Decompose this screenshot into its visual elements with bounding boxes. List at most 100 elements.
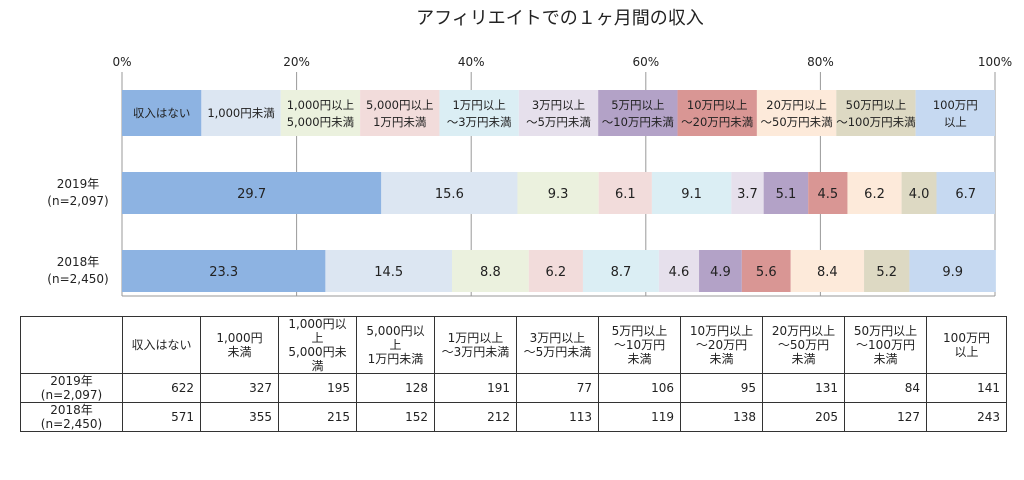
series-label: 2018年(n=2,450)	[47, 255, 108, 286]
legend-swatch	[439, 90, 519, 136]
table-cell: 205	[762, 402, 845, 432]
x-tick-label: 100%	[978, 55, 1012, 69]
table-cell: 106	[598, 373, 681, 403]
x-tick-label: 20%	[283, 55, 310, 69]
bar-segment	[122, 172, 382, 214]
legend-swatch	[280, 90, 361, 136]
table-row: 2019年 (n=2,097) 622 327 195 128 191 77 1…	[20, 373, 1007, 403]
data-label: 5.6	[756, 265, 777, 280]
x-tick-label: 40%	[458, 55, 485, 69]
data-label: 9.1	[681, 187, 702, 202]
x-tick-label: 60%	[632, 55, 659, 69]
bar-segment	[517, 172, 599, 214]
data-label: 5.1	[776, 187, 797, 202]
table-cell: 131	[762, 373, 845, 403]
table-cell: 84	[844, 373, 927, 403]
table-cell: 243	[926, 402, 1007, 432]
table-cell: 128	[356, 373, 435, 403]
chart-title: アフィリエイトでの１ヶ月間の収入	[416, 8, 704, 29]
data-label: 6.2	[864, 187, 885, 202]
series-label: 2019年(n=2,097)	[47, 177, 108, 208]
data-label: 9.9	[942, 265, 963, 280]
table-cell: 127	[844, 402, 927, 432]
legend-swatch	[598, 90, 678, 136]
legend-label: 100万円以上	[933, 98, 978, 129]
bar-segment	[731, 172, 764, 214]
bar-segment	[651, 172, 732, 214]
table-header: 5,000円以上 1万円未満	[356, 316, 435, 374]
bar-segment	[528, 250, 583, 292]
table-header: 100万円 以上	[926, 316, 1007, 374]
table-cell: 195	[278, 373, 357, 403]
bar-segment	[901, 172, 937, 214]
legend-label: 収入はない	[133, 106, 191, 120]
bar-segment	[864, 250, 910, 292]
legend-swatch	[201, 90, 281, 136]
bar-segment	[325, 250, 452, 292]
legend-label: 20万円以上～50万円未満	[761, 98, 833, 129]
data-label: 4.0	[909, 187, 930, 202]
table-cell: 212	[434, 402, 517, 432]
legend-label: 1,000円未満	[207, 106, 274, 120]
table-cell: 191	[434, 373, 517, 403]
table-cell: 355	[200, 402, 279, 432]
table-corner-cell	[20, 316, 123, 374]
table-header: 1万円以上 ～3万円未満	[434, 316, 517, 374]
bar-segment	[658, 250, 700, 292]
legend-swatch	[915, 90, 995, 136]
data-label: 3.7	[737, 187, 758, 202]
bar-segment	[381, 172, 518, 214]
table-header: 3万円以上 ～5万円未満	[516, 316, 599, 374]
legend-swatch	[360, 90, 440, 136]
table-cell: 622	[122, 373, 201, 403]
table-cell: 95	[680, 373, 763, 403]
data-label: 29.7	[237, 187, 266, 202]
x-tick-label: 80%	[807, 55, 834, 69]
table-cell: 113	[516, 402, 599, 432]
bar-segment	[741, 250, 791, 292]
data-label: 4.6	[669, 265, 690, 280]
table-row: 2018年 (n=2,450) 571 355 215 152 212 113 …	[20, 402, 1007, 432]
table-cell: 215	[278, 402, 357, 432]
table-header: 20万円以上 ～50万円 未満	[762, 316, 845, 374]
bar-segment	[699, 250, 742, 292]
table-row-label: 2018年 (n=2,450)	[20, 402, 123, 432]
data-label: 8.4	[817, 265, 838, 280]
table-cell: 141	[926, 373, 1007, 403]
bar-segment	[451, 250, 529, 292]
table-header: 1,000円 未満	[200, 316, 279, 374]
table-header: 50万円以上 ～100万円 未満	[844, 316, 927, 374]
table-header: 収入はない	[122, 316, 201, 374]
data-label: 9.3	[548, 187, 569, 202]
data-label: 23.3	[209, 265, 238, 280]
data-label: 4.5	[817, 187, 838, 202]
bar-segment	[808, 172, 848, 214]
data-table: 収入はない 1,000円 未満 1,000円以上 5,000円未満 5,000円…	[20, 316, 1007, 432]
table-cell: 77	[516, 373, 599, 403]
bar-segment	[763, 172, 809, 214]
table-header: 5万円以上 ～10万円 未満	[598, 316, 681, 374]
table-cell: 571	[122, 402, 201, 432]
bar-segment	[598, 172, 652, 214]
legend-label: 1,000円以上 5,000円未満	[287, 98, 354, 129]
table-cell: 327	[200, 373, 279, 403]
table-cell: 119	[598, 402, 681, 432]
bar-segment	[847, 172, 902, 214]
data-label: 4.9	[710, 265, 731, 280]
legend-swatch	[122, 90, 202, 136]
bar-segment	[122, 250, 326, 292]
stacked-bar-chart: アフィリエイトでの１ヶ月間の収入 0% 20% 40% 60% 80% 100% 収入はな…	[47, 8, 1012, 297]
bar-segment	[936, 172, 995, 214]
bar-segment	[790, 250, 865, 292]
legend-label: 3万円以上～5万円未満	[526, 98, 591, 129]
x-tick-label: 0%	[112, 55, 131, 69]
legend-label: 50万円以上～100万円未満	[836, 98, 915, 129]
data-label: 8.7	[611, 265, 632, 280]
data-label: 6.2	[546, 265, 567, 280]
table-header: 1,000円以上 5,000円未満	[278, 316, 357, 374]
legend-label: 10万円以上～20万円未満	[681, 98, 753, 129]
table-cell: 152	[356, 402, 435, 432]
table-header-row: 収入はない 1,000円 未満 1,000円以上 5,000円未満 5,000円…	[20, 316, 1007, 374]
legend-label: 1万円以上～3万円未満	[447, 98, 512, 129]
data-label: 6.7	[955, 187, 976, 202]
